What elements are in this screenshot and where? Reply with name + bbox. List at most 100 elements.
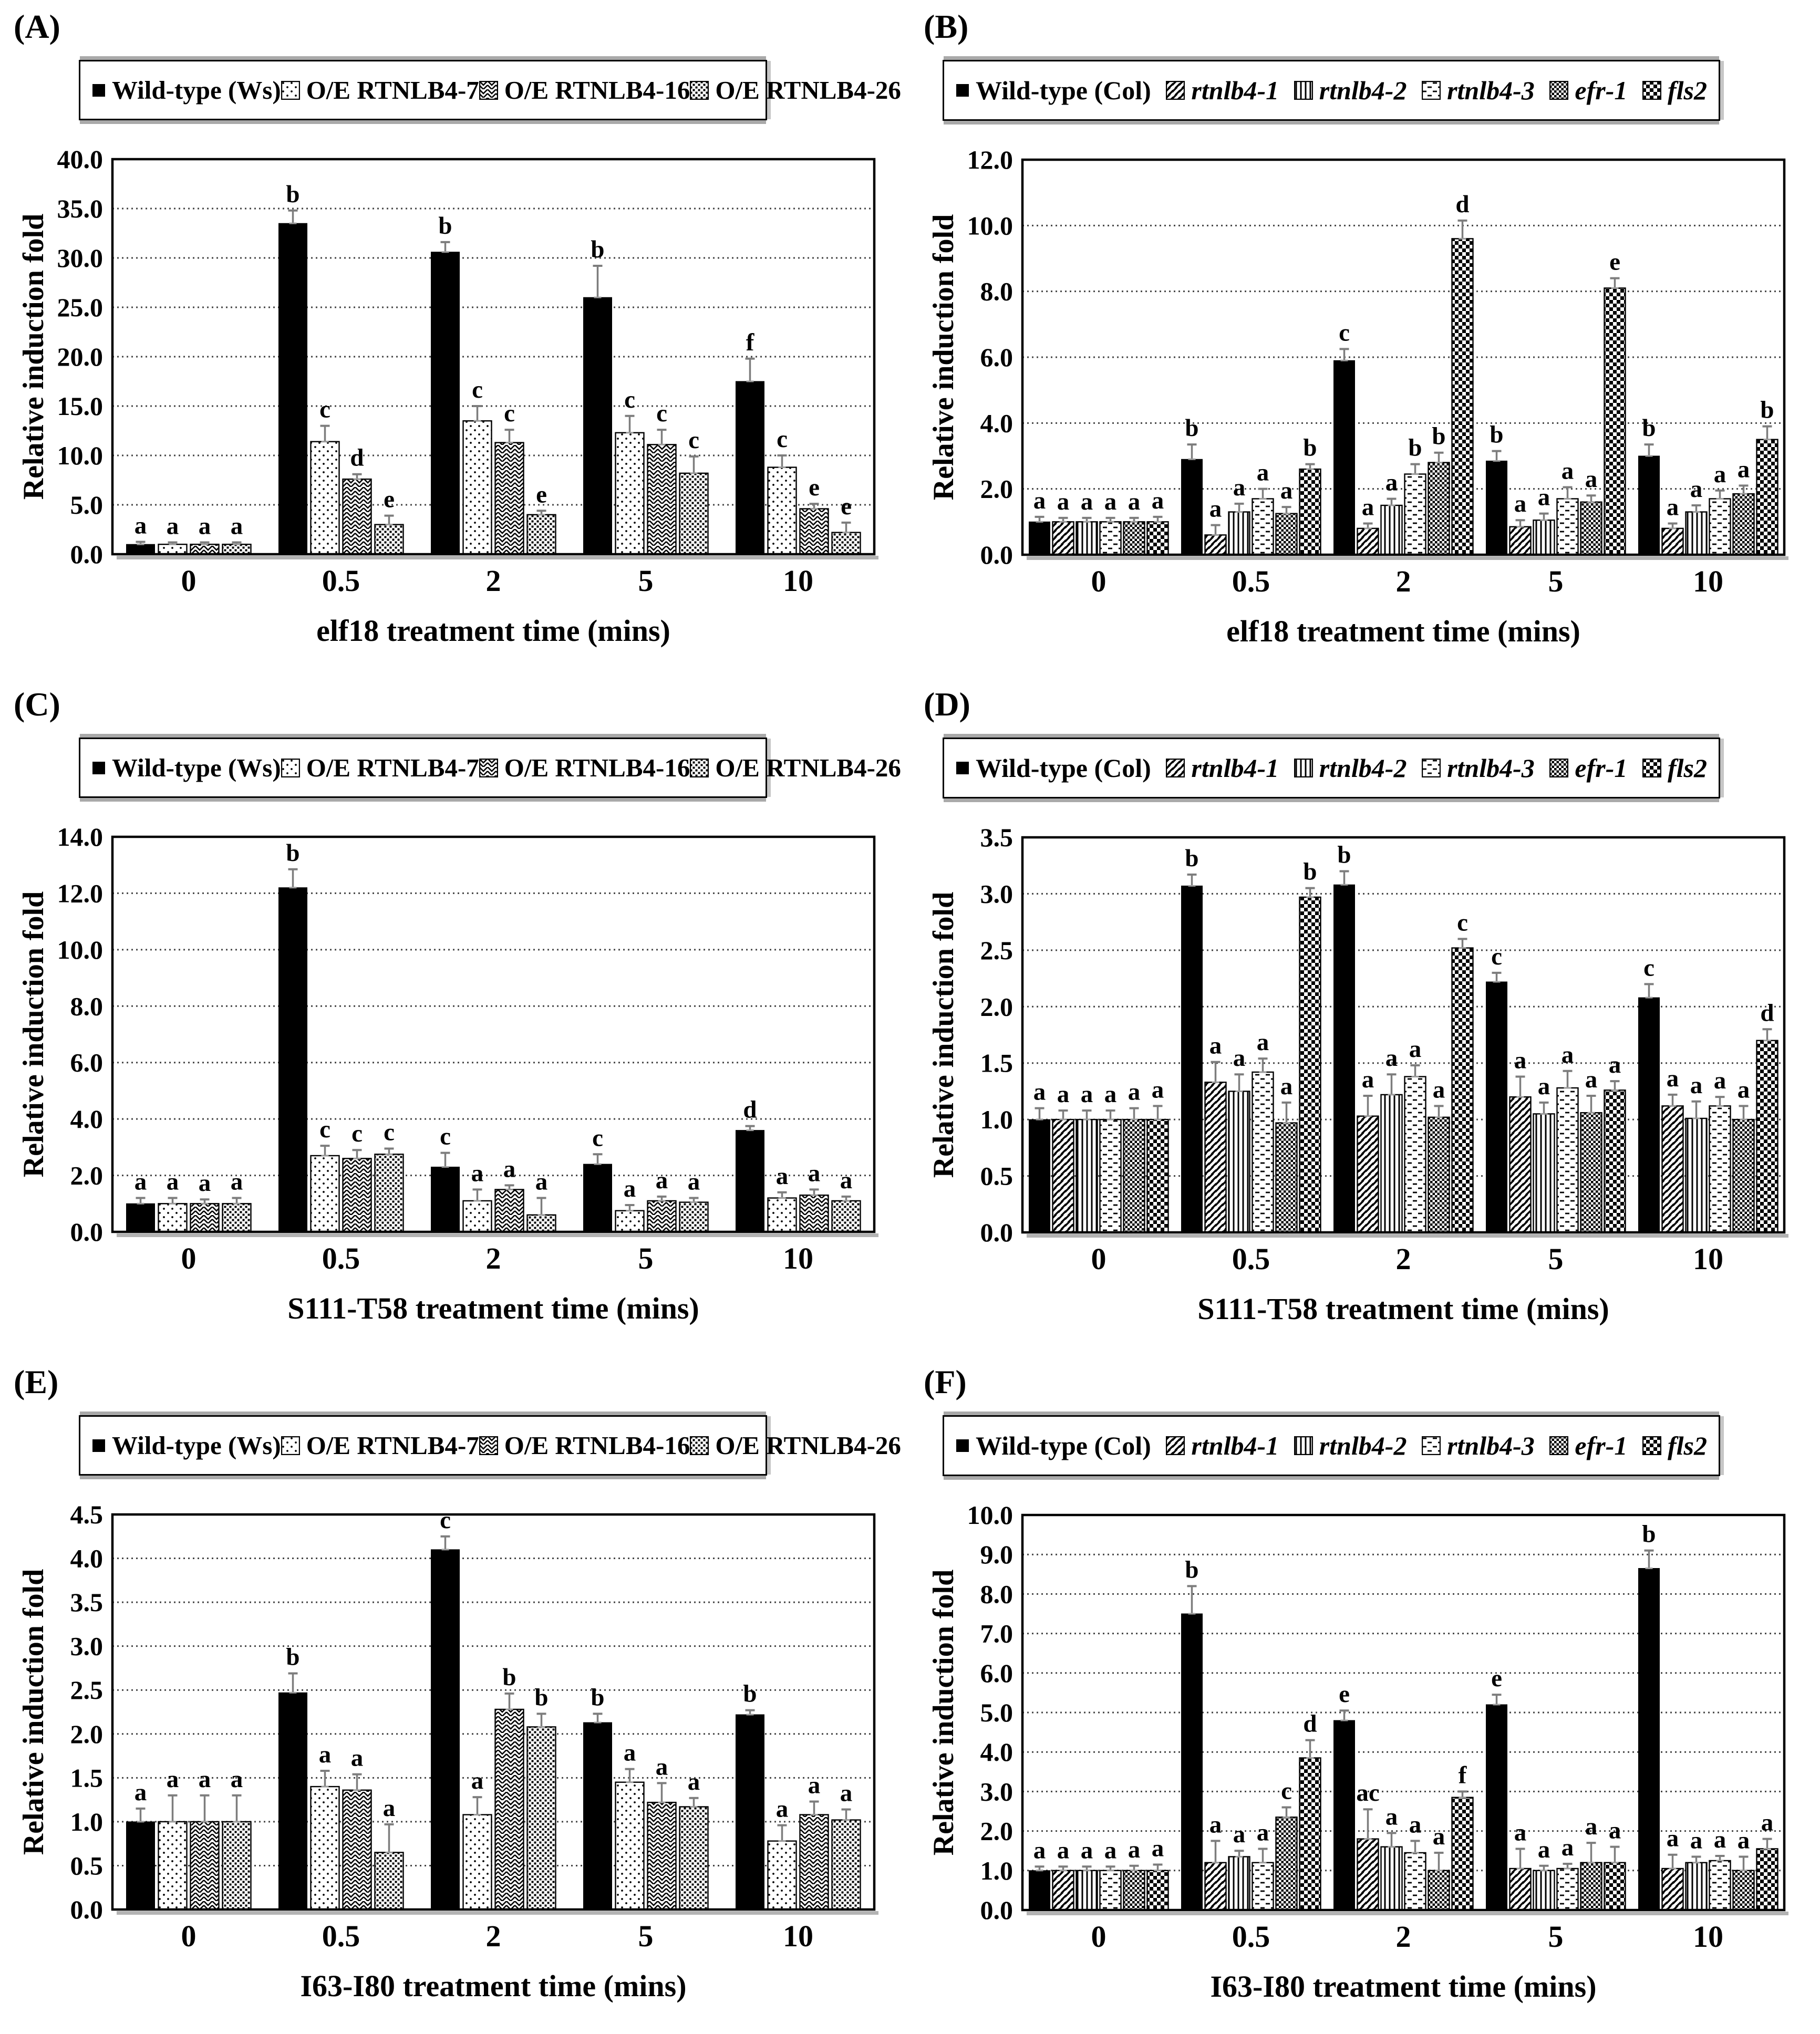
sig-letter: b [1303,434,1317,462]
bar-rtnlb4-2-2 [1380,504,1403,556]
sig-letter: a [1514,1046,1527,1074]
sig-letter: a [1514,1819,1527,1846]
y-tick-label: 12.0 [57,878,104,908]
y-tick-label: 3.0 [980,879,1014,908]
bar-O/E RTNLB4-16-2 [494,442,524,555]
y-tick-label: 1.0 [980,1856,1014,1885]
y-tick-label: 40.0 [57,144,104,174]
bar-rtnlb4-3-5 [1556,1087,1579,1233]
legend-entry: rtnlb4-3 [1422,75,1535,106]
y-tick-label: 6.0 [70,1048,104,1077]
bar-Wild-type (Ws)-2 [431,1549,460,1910]
sig-letter: a [1033,1078,1046,1106]
bar-efr-1-10 [1732,1870,1755,1911]
sig-letter: b [743,1680,757,1708]
y-tick-label: 3.0 [980,1777,1014,1806]
y-tick-label: 2.5 [70,1675,104,1705]
legend-marker-solid-icon [956,1439,969,1452]
y-tick-label: 25.0 [57,293,104,322]
legend-label: O/E RTNLB4-26 [715,76,901,105]
x-axis-title: elf18 treatment time (mins) [1226,614,1580,648]
legend-E: Wild-type (Ws) O/E RTNLB4-7 O/E RTNLB4-16 O… [79,1415,901,1476]
y-tick-label: 10.0 [57,441,104,470]
bar-O/E RTNLB4-26-0.5 [374,1852,404,1911]
legend-entry: O/E RTNLB4-26 [690,75,901,105]
sig-letter: c [351,1120,363,1147]
legend-label: O/E RTNLB4-16 [504,753,690,782]
sig-letter: b [502,1664,516,1691]
legend-F: Wild-type (Col) rtnlb4-1 rtnlb4-2 rtnlb4-3 e… [943,1415,1720,1476]
legend-entry: Wild-type (Ws) [92,753,281,783]
bar-rtnlb4-1-2 [1357,1838,1379,1911]
bar-Wild-type (Col)-0.5 [1181,1613,1203,1911]
legend-entry: rtnlb4-2 [1294,75,1407,106]
bar-fls2-0 [1146,1870,1169,1911]
bar-Wild-type (Ws)-10 [736,381,764,555]
sig-letter: b [1642,1521,1656,1548]
bar-rtnlb4-3-0.5 [1252,1862,1274,1911]
bar-efr-1-2 [1428,1116,1450,1233]
legend-entry: rtnlb4-1 [1166,75,1279,106]
y-tick-label: 0.5 [980,1161,1014,1191]
bar-O/E RTNLB4-26-5 [679,1806,709,1911]
panel-A: (A) Wild-type (Ws) O/E RTNLB4-7 O/E RTNLB4-… [0,0,910,678]
bar-Wild-type (Col)-5 [1486,460,1507,555]
x-tick-label: 0 [1091,1919,1107,1954]
bar-O/E RTNLB4-7-0 [158,544,188,555]
sig-letter: d [350,444,364,472]
sig-letter: d [1303,1710,1317,1738]
bar-Wild-type (Ws)-2 [431,1166,460,1232]
legend-marker-checker-lg-icon [1642,759,1661,777]
bar-fls2-10 [1756,1040,1778,1233]
sig-letter: c [1491,943,1502,970]
legend-marker-solid-icon [956,84,969,97]
legend-label: efr-1 [1575,1431,1628,1460]
y-tick-label: 2.0 [70,1719,104,1749]
y-tick-label: 0.0 [70,539,104,569]
y-tick-label: 8.0 [980,1579,1014,1608]
sig-letter: e [1339,1680,1350,1708]
chart-F: 0.01.02.03.04.05.06.07.08.09.010.0a a a a a a… [929,1500,1788,2004]
sig-letter: c [384,1119,395,1146]
bar-rtnlb4-3-0.5 [1252,498,1274,556]
sig-letter: a [199,1766,211,1793]
bar-Wild-type (Col)-2 [1333,1720,1355,1911]
bar-fls2-5 [1604,1089,1626,1233]
legend-label: Wild-type (Col) [976,753,1151,783]
x-tick-label: 5 [1548,1919,1564,1954]
legend-marker-solid-icon [92,84,105,97]
bar-rtnlb4-2-5 [1533,1113,1555,1233]
sig-letter: c [1457,909,1468,936]
bar-O/E RTNLB4-7-0 [158,1821,188,1911]
legend-marker-dots-icon [281,1436,300,1455]
sig-letter: a [135,1168,147,1196]
bar-Wild-type (Ws)-0 [126,1203,155,1232]
bar-efr-1-0 [1123,1118,1145,1233]
sig-letter: e [841,493,852,520]
x-axis-title: I63-I80 treatment time (mins) [300,1969,686,2003]
y-tick-label: 6.0 [980,343,1014,372]
bar-O/E RTNLB4-26-0.5 [374,1154,404,1233]
y-tick-label: 10.0 [57,935,104,964]
sig-letter: a [351,1745,364,1772]
y-tick-label: 14.0 [57,822,104,852]
sig-letter: b [1490,421,1503,449]
sig-letter: f [1459,1761,1467,1789]
legend-marker-dense-dots-icon [690,758,709,777]
sig-letter: e [536,481,547,508]
bar-rtnlb4-3-0.5 [1252,1071,1274,1233]
sig-letter: a [1667,493,1679,521]
sig-letter: a [1104,488,1117,515]
legend-marker-diag-icon [1166,759,1185,777]
x-tick-label: 0 [181,564,197,598]
sig-letter: a [1057,1836,1070,1864]
bar-rtnlb4-2-0.5 [1228,511,1250,556]
bar-rtnlb4-1-10 [1661,1867,1684,1911]
y-tick-label: 2.0 [980,474,1014,504]
sig-letter: a [1433,1823,1445,1850]
bar-O/E RTNLB4-16-10 [799,1194,829,1233]
panel-label-E: (E) [14,1363,59,1400]
legend-label: rtnlb4-1 [1191,753,1279,783]
bar-O/E RTNLB4-16-0.5 [342,1158,372,1233]
